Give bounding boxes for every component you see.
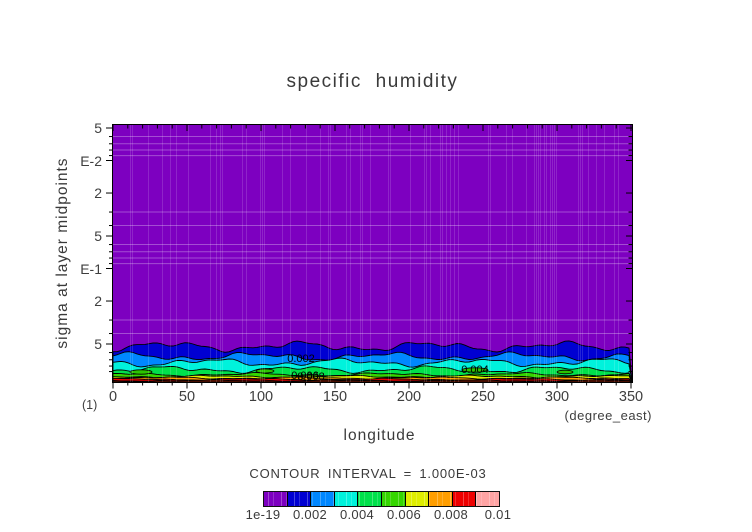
colorbar-segment bbox=[264, 492, 287, 506]
y-tick-label: 5 bbox=[94, 120, 102, 136]
colorbar-label: 1e-19 bbox=[245, 507, 281, 522]
colorbar-label: 0.004 bbox=[339, 507, 375, 522]
colorbar-segment bbox=[333, 492, 358, 506]
x-axis-title: longitude bbox=[343, 427, 416, 444]
colorbar-segment bbox=[428, 492, 452, 506]
colorbar-label: 0.002 bbox=[292, 507, 328, 522]
contour-value-label: 0.008 bbox=[297, 371, 325, 383]
y-tick-label: E-2 bbox=[80, 152, 102, 169]
x-axis-units-label: (degree_east) bbox=[564, 408, 652, 423]
x-tick-label: 300 bbox=[544, 389, 570, 405]
x-tick-label: 100 bbox=[248, 389, 274, 405]
contour-value-label: 0.002 bbox=[287, 353, 315, 365]
colorbar-segment bbox=[451, 492, 476, 506]
colorbar-segment bbox=[286, 492, 311, 506]
colorbar-segment bbox=[475, 492, 499, 506]
x-tick-label: 150 bbox=[322, 389, 348, 405]
colorbar-label: 0.006 bbox=[386, 507, 422, 522]
plot-area: 0.002 0.004 0.006 0.008 bbox=[106, 124, 634, 389]
contour-blob bbox=[129, 369, 153, 375]
colorbar-label: 0.01 bbox=[484, 507, 512, 522]
contour-interval-label: CONTOUR INTERVAL = 1.000E-03 bbox=[249, 466, 487, 481]
colorbar-segment bbox=[357, 492, 381, 506]
x-tick-label: 50 bbox=[178, 389, 196, 405]
colorbar bbox=[263, 491, 500, 507]
contour-band-0.009 bbox=[112, 379, 633, 383]
contour-blob bbox=[461, 367, 489, 373]
x-tick-label: 0 bbox=[108, 389, 118, 405]
colorbar-label: 0.008 bbox=[433, 507, 469, 522]
x-tick-label: 200 bbox=[396, 389, 422, 405]
y-axis-units-label: (1) bbox=[82, 398, 98, 412]
chart-title: specific humidity bbox=[286, 71, 459, 92]
colorbar-segment bbox=[380, 492, 405, 506]
colorbar-segment bbox=[310, 492, 334, 506]
colorbar-segment bbox=[404, 492, 429, 506]
contour-value-label: 0.004 bbox=[461, 364, 489, 376]
y-tick-label: 5 bbox=[94, 228, 102, 244]
y-tick-label: 5 bbox=[94, 336, 102, 352]
y-tick-label: 2 bbox=[94, 185, 102, 202]
contour-value-label: 0.006 bbox=[291, 370, 319, 382]
y-tick-label: 2 bbox=[94, 293, 102, 310]
contour-blob bbox=[255, 368, 275, 374]
y-tick-label: E-1 bbox=[80, 260, 102, 277]
x-tick-label: 350 bbox=[618, 389, 644, 405]
contour-blob bbox=[556, 369, 574, 375]
x-tick-label: 250 bbox=[470, 389, 496, 405]
